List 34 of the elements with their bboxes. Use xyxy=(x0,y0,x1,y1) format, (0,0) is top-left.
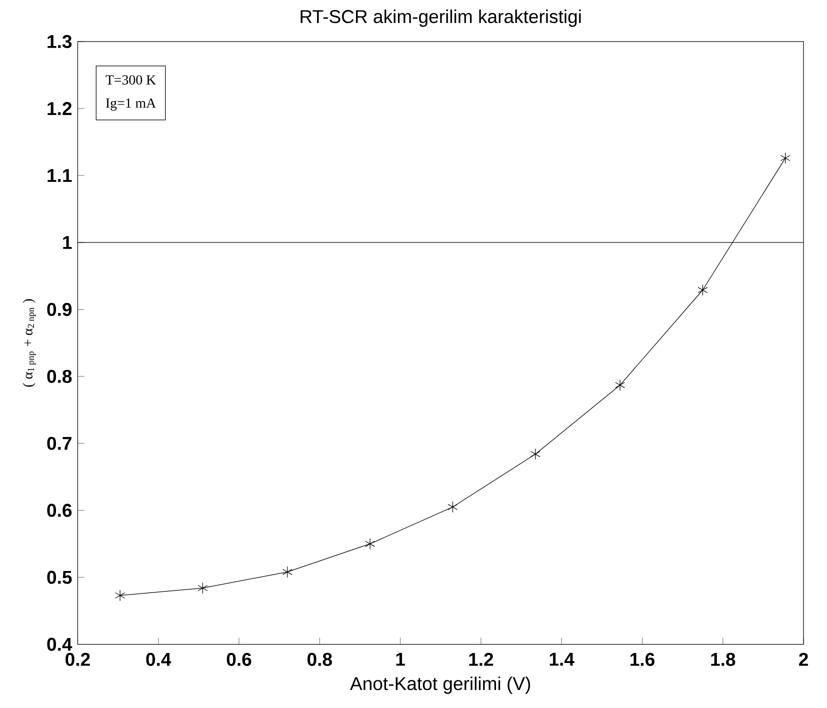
point xyxy=(780,152,790,164)
x-tick-label: 0.8 xyxy=(307,652,332,666)
point xyxy=(365,538,376,550)
y-axis-title: ( α$_{1 pnp}$ + α$_{2 npn}$ ) xyxy=(22,299,36,387)
x-axis-title: Anot-Katot gerilimi (V) xyxy=(350,676,530,694)
y-tick-label: 0.7 xyxy=(47,436,72,450)
x-tick-label: 1.4 xyxy=(550,652,574,666)
y-tick-label: 1.1 xyxy=(48,169,72,182)
y-tick-label: 0.4 xyxy=(47,638,72,651)
point xyxy=(530,448,540,460)
point xyxy=(115,590,126,602)
point xyxy=(615,380,626,391)
x-tick-label: 1.2 xyxy=(469,652,494,666)
y-tick-label: 1.2 xyxy=(48,102,72,116)
annotation: Ig=1 mA xyxy=(106,98,156,111)
x-tick-label: 1 xyxy=(396,652,405,666)
point xyxy=(282,566,292,578)
x-tick-label: 2 xyxy=(799,652,808,666)
y-tick-label: 0.8 xyxy=(47,370,72,384)
point xyxy=(198,582,208,594)
x-tick-label: 0.4 xyxy=(146,652,172,666)
y-tick-label: 0.5 xyxy=(47,570,72,584)
x-tick-label: 0.2 xyxy=(66,652,90,666)
x-tick-label: 1.8 xyxy=(711,652,736,666)
y-tick-label: 1 xyxy=(63,236,72,249)
chart-title: RT-SCR akim-gerilim karakteristigi xyxy=(300,10,581,27)
point xyxy=(448,501,458,513)
x-tick-label: 0.6 xyxy=(226,652,252,666)
y-tick-label: 0.6 xyxy=(47,504,72,518)
point xyxy=(698,284,708,296)
y-tick-label: 0.9 xyxy=(47,302,72,316)
x-tick-label: 1.6 xyxy=(630,652,654,666)
annotation: T=300 K xyxy=(106,75,156,85)
y-tick-label: 1.3 xyxy=(48,35,72,48)
